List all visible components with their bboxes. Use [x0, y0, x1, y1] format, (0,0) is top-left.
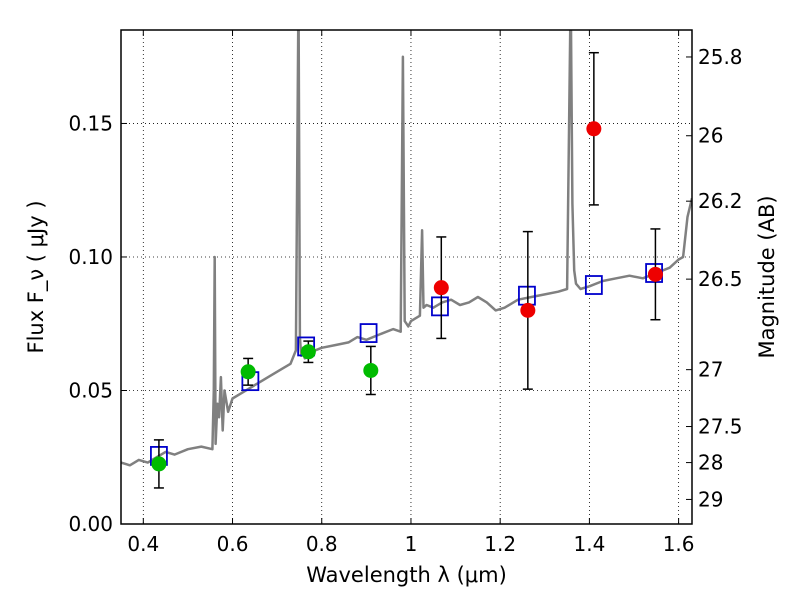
- y-tick-label: 0.15: [68, 111, 113, 135]
- x-tick-label: 0.6: [217, 532, 249, 556]
- y-tick-label: 0.10: [68, 245, 113, 269]
- x-tick-label: 1.6: [663, 532, 695, 556]
- plot-frame: [120, 29, 693, 525]
- data-point-marker: [363, 362, 379, 378]
- x-tick-label: 1.2: [484, 532, 516, 556]
- tick-labels: 0.4 0.6 0.8 1 1.2 1.4 1.6 0.00 0.05 0.10 0.15 25.8 2…: [68, 45, 742, 556]
- y2-tick-label: 28: [698, 451, 723, 475]
- y2-tick-label: 26: [698, 124, 723, 148]
- observed-points-series: [151, 51, 663, 489]
- model-squares-series: [150, 263, 663, 466]
- data-point-marker: [240, 364, 256, 380]
- data-point-marker: [433, 280, 449, 296]
- y2-tick-label: 26.2: [698, 189, 743, 213]
- model-square-marker: [431, 296, 449, 317]
- data-point-marker: [151, 456, 167, 472]
- x-tick-label: 0.8: [306, 532, 338, 556]
- data-point-marker: [300, 344, 316, 360]
- x-tick-label: 1: [405, 532, 418, 556]
- data-point-marker: [647, 266, 663, 282]
- spectrum-series: [121, 30, 692, 467]
- x-tick-label: 1.4: [573, 532, 605, 556]
- model-square-marker: [359, 323, 378, 343]
- y-tick-label: 0.00: [68, 512, 113, 536]
- y-tick-label: 0.05: [68, 378, 113, 402]
- x-tick-label: 0.4: [127, 532, 159, 556]
- data-point-marker: [520, 302, 536, 318]
- model-square-marker: [584, 275, 603, 295]
- y2-tick-label: 25.8: [698, 45, 743, 69]
- y2-tick-label: 29: [698, 487, 723, 511]
- grid-lines: [121, 30, 692, 525]
- y2-tick-label: 27: [698, 358, 723, 382]
- y2-tick-label: 27.5: [698, 415, 743, 439]
- y-axis-title: Flux F_ν ( μJy ): [24, 200, 49, 353]
- y2-axis-title: Magnitude (AB): [755, 195, 779, 358]
- data-point-marker: [586, 121, 602, 137]
- y2-tick-label: 26.5: [698, 267, 743, 291]
- x-axis-title: Wavelength λ (μm): [306, 563, 507, 587]
- axis-ticks: [121, 30, 692, 525]
- spectrum-line: [121, 30, 692, 467]
